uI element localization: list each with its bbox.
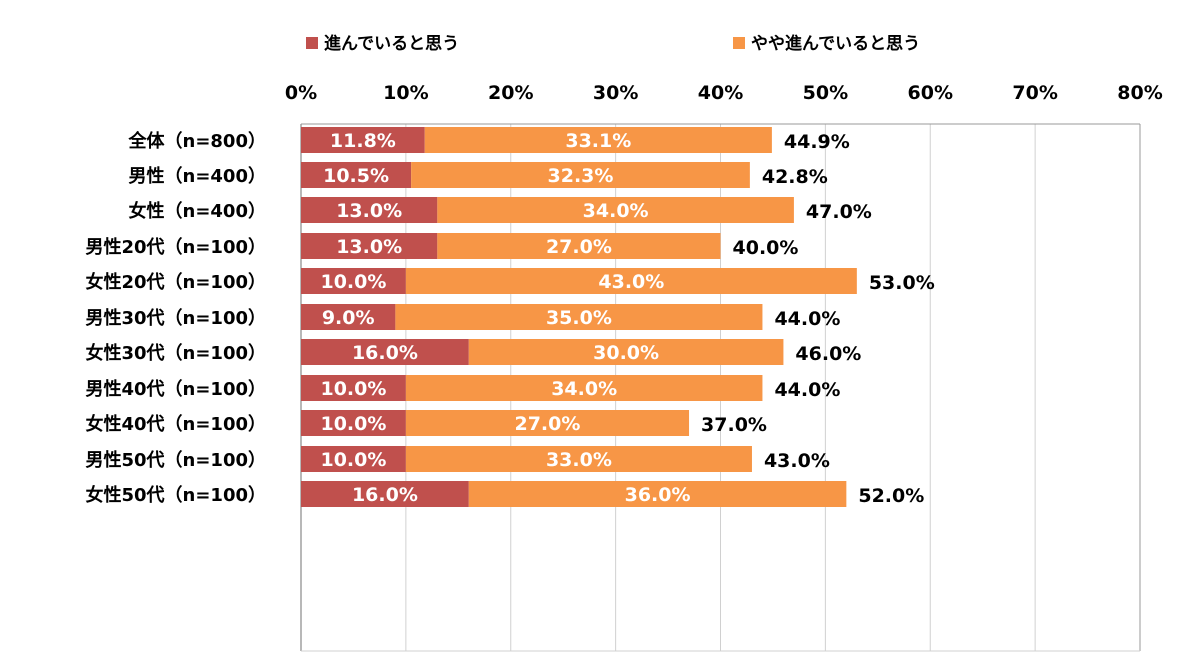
bar-segment-series-1 (301, 446, 406, 472)
bar-segment-series-2 (468, 339, 784, 365)
bar-data-label-series-2: 43.0% (598, 271, 664, 293)
bar-segment-series-2 (424, 127, 772, 153)
legend-label-2: やや進んでいると思う (751, 34, 920, 54)
x-tick-label-50: 50% (803, 82, 848, 104)
bar-data-label-series-1: 16.0% (352, 484, 418, 506)
bar-total-label: 43.0% (764, 450, 830, 472)
bar-data-label-series-2: 32.3% (548, 165, 614, 187)
bar-data-label-series-1: 9.0% (322, 307, 375, 329)
bar-segment-series-1 (301, 481, 469, 507)
bar-data-label-series-1: 10.0% (320, 413, 386, 435)
bar-data-label-series-1: 11.8% (330, 130, 396, 152)
x-tick-label-20: 20% (488, 82, 533, 104)
x-tick-label-70: 70% (1012, 82, 1057, 104)
bar-data-label-series-2: 34.0% (583, 200, 649, 222)
bar-data-label-series-1: 16.0% (352, 342, 418, 364)
bar-data-label-series-2: 35.0% (546, 307, 612, 329)
x-tick-label-60: 60% (908, 82, 953, 104)
bar-data-label-series-2: 33.1% (565, 130, 631, 152)
bar-segment-series-1 (301, 268, 406, 294)
category-label: 男性（n=400） (129, 165, 266, 187)
category-label: 全体（n=800） (128, 130, 266, 152)
bar-segment-series-1 (301, 339, 469, 365)
legend-label-1: 進んでいると思う (324, 34, 459, 54)
bar-segment-series-2 (468, 481, 847, 507)
category-label: 男性30代（n=100） (85, 307, 266, 329)
plot-area: 11.8% 33.1% 44.9% 10.5% 32.3% 42.8% 13.0% 34.0%… (301, 127, 935, 507)
bar-total-label: 53.0% (869, 272, 935, 294)
bar-total-label: 46.0% (795, 343, 861, 365)
bar-data-label-series-1: 13.0% (336, 236, 402, 258)
bar-segment-series-2 (405, 268, 857, 294)
bar-total-label: 52.0% (858, 485, 924, 507)
bar-total-label: 37.0% (701, 414, 767, 436)
bar-total-label: 44.0% (774, 379, 840, 401)
category-label: 男性50代（n=100） (85, 449, 266, 471)
bar-segment-series-1 (301, 127, 425, 153)
bar-segment-series-2 (411, 162, 750, 188)
bar-segment-series-1 (301, 410, 406, 436)
category-label: 男性40代（n=100） (85, 378, 266, 400)
bar-segment-series-1 (301, 375, 406, 401)
category-labels: 全体（n=800） 男性（n=400） 女性（n=400） 男性20代（n=100） 女… (85, 130, 266, 506)
x-tick-label-10: 10% (383, 82, 428, 104)
x-tick-label-40: 40% (698, 82, 743, 104)
category-label: 女性20代（n=100） (85, 271, 266, 293)
x-tick-label-30: 30% (593, 82, 638, 104)
bar-segment-series-1 (301, 197, 438, 223)
bar-segment-series-1 (301, 304, 396, 330)
bar-segment-series-2 (405, 410, 690, 436)
bar-total-label: 44.0% (774, 308, 840, 330)
legend-swatch-1 (306, 37, 318, 49)
bar-total-label: 47.0% (806, 201, 872, 223)
bar-segment-series-2 (395, 304, 763, 330)
bar-segment-series-2 (437, 233, 721, 259)
bar-segment-series-2 (437, 197, 794, 223)
bar-data-label-series-1: 10.0% (320, 271, 386, 293)
category-label: 女性30代（n=100） (85, 342, 266, 364)
category-label: 女性50代（n=100） (85, 484, 266, 506)
legend-swatch-2 (733, 37, 745, 49)
bar-data-label-series-1: 13.0% (336, 200, 402, 222)
category-label: 女性40代（n=100） (85, 413, 266, 435)
bar-segment-series-2 (405, 375, 763, 401)
x-tick-label-0: 0% (285, 82, 317, 104)
category-label: 男性20代（n=100） (85, 236, 266, 258)
bar-data-label-series-2: 36.0% (625, 484, 691, 506)
bar-segment-series-1 (301, 233, 438, 259)
bar-data-label-series-1: 10.5% (323, 165, 389, 187)
bar-data-label-series-2: 34.0% (551, 378, 617, 400)
bar-total-label: 44.9% (784, 131, 850, 153)
legend: 進んでいると思う やや進んでいると思う (306, 34, 920, 54)
bar-data-label-series-1: 10.0% (320, 378, 386, 400)
bar-total-label: 40.0% (733, 237, 799, 259)
bar-data-label-series-1: 10.0% (320, 449, 386, 471)
bar-segment-series-1 (301, 162, 412, 188)
bar-total-label: 42.8% (762, 166, 828, 188)
bar-data-label-series-2: 27.0% (514, 413, 580, 435)
bar-data-label-series-2: 27.0% (546, 236, 612, 258)
bar-data-label-series-2: 30.0% (593, 342, 659, 364)
x-axis-ticks: 0% 10% 20% 30% 40% 50% 60% 70% 80% (285, 82, 1163, 104)
bar-segment-series-2 (405, 446, 752, 472)
category-label: 女性（n=400） (129, 200, 266, 222)
bar-data-label-series-2: 33.0% (546, 449, 612, 471)
x-tick-label-80: 80% (1117, 82, 1162, 104)
